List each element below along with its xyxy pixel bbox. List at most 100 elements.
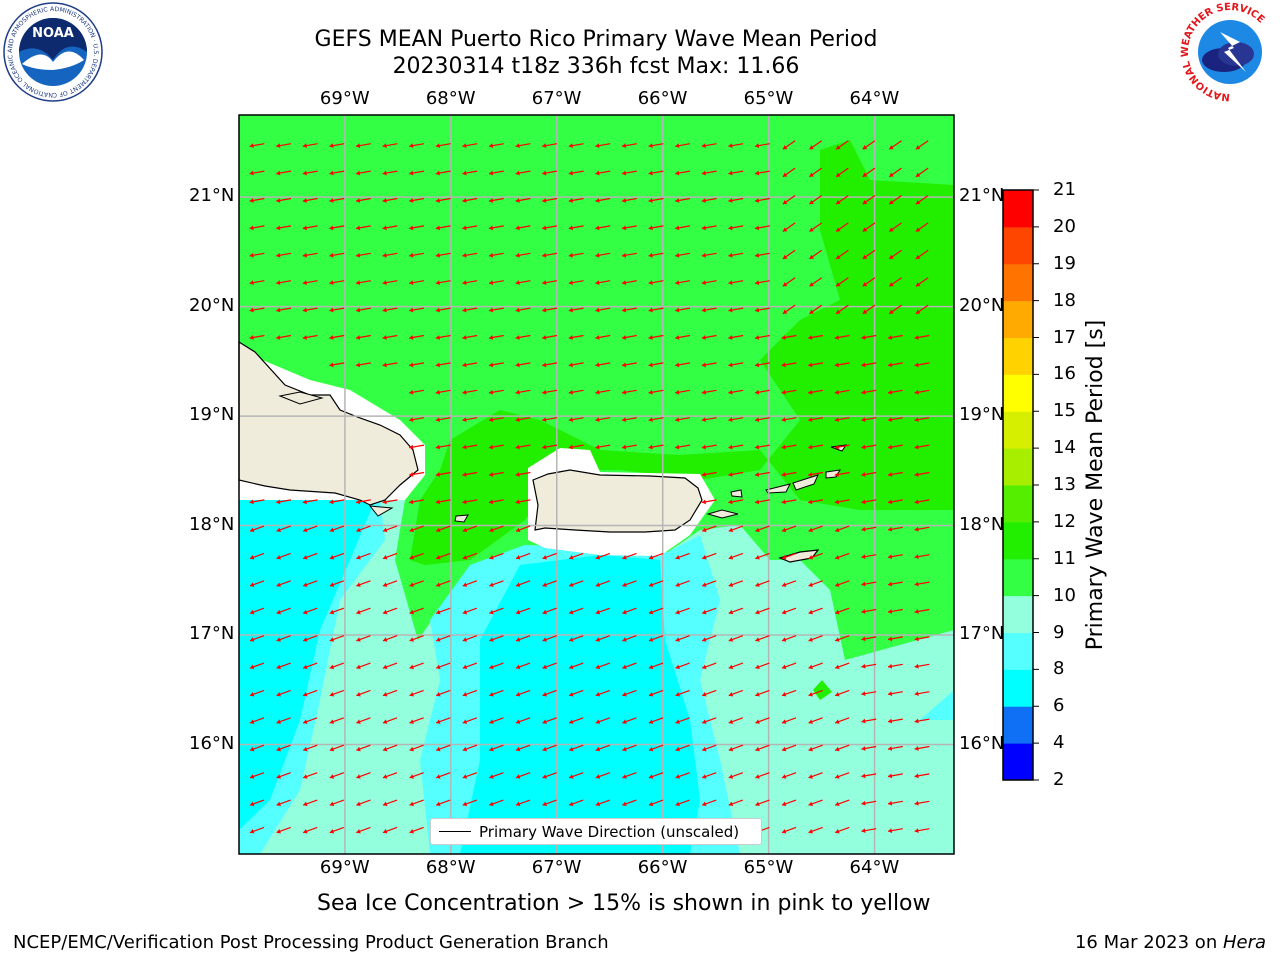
wave-arrow — [515, 662, 531, 670]
wave-arrow-head — [435, 335, 440, 340]
wave-arrow-head — [462, 225, 467, 231]
wave-arrow — [622, 635, 637, 642]
wave-arrow-head — [622, 143, 627, 149]
wave-arrow — [542, 717, 557, 724]
wave-arrow-head — [834, 417, 839, 423]
wave-arrow-head — [249, 527, 255, 533]
wave-arrow — [701, 772, 717, 779]
wave-arrow-head — [356, 691, 361, 697]
wave-arrow-head — [249, 801, 255, 807]
wave-arrow-head — [515, 472, 520, 477]
wave-arrow — [754, 389, 770, 395]
wave-arrow — [887, 471, 903, 477]
producer-credit: NCEP/EMC/Verification Post Processing Pr… — [13, 932, 609, 953]
wave-arrow-head — [781, 335, 786, 340]
wave-arrow-head — [409, 664, 414, 670]
hispaniola-north-coast-islet — [278, 391, 324, 405]
wave-arrow-head — [781, 719, 787, 724]
wave-arrow-head — [701, 335, 706, 340]
wave-arrow — [515, 744, 531, 752]
wave-arrow-head — [276, 664, 281, 670]
wave-arrow-head — [755, 280, 760, 286]
wave-arrow-head — [888, 362, 893, 368]
wave-arrow-head — [302, 499, 307, 505]
wave-arrow-head — [409, 691, 414, 697]
wave-arrow — [754, 143, 770, 149]
wave-arrow-head — [276, 198, 281, 203]
colorbar-segment — [1003, 190, 1033, 228]
wave-arrow — [409, 525, 424, 533]
wave-arrow-head — [542, 335, 547, 340]
wave-arrow — [595, 772, 611, 779]
wave-arrow-head — [808, 774, 813, 779]
wave-arrow — [276, 280, 292, 286]
wave-arrow — [462, 197, 478, 203]
wave-arrow — [861, 581, 877, 587]
wave-arrow-head — [249, 198, 254, 203]
wave-arrow-head — [542, 719, 547, 724]
wave-arrow-head — [515, 582, 521, 587]
wave-arrow — [595, 252, 611, 258]
wave-arrow — [754, 444, 770, 450]
wave-arrow-head — [888, 389, 893, 395]
wave-arrow — [648, 799, 664, 807]
wave-arrow — [728, 689, 744, 697]
wave-arrow — [435, 772, 451, 779]
wave-arrow-head — [276, 554, 281, 560]
wave-arrow-head — [435, 417, 440, 423]
wave-arrow — [276, 635, 291, 642]
wave-arrow — [728, 799, 744, 807]
wave-arrow-head — [329, 582, 335, 587]
wave-arrow — [781, 334, 797, 340]
wave-arrow — [621, 389, 637, 395]
wave-arrow — [462, 334, 478, 340]
wave-arrow-head — [836, 309, 841, 314]
wave-arrow-head — [382, 252, 387, 258]
wave-arrow — [861, 773, 877, 779]
wave-arrow — [781, 471, 797, 477]
wave-arrow — [329, 525, 345, 533]
wave-arrow — [595, 197, 611, 203]
wave-arrow — [542, 689, 557, 697]
wave-arrow-head — [542, 225, 547, 231]
wave-arrow — [435, 170, 451, 176]
wave-arrow-head — [702, 554, 707, 560]
wave-arrow — [435, 635, 451, 642]
wave-arrow — [488, 417, 504, 423]
wave-arrow — [276, 744, 291, 752]
wave-arrow — [356, 717, 371, 724]
wave-arrow-head — [648, 609, 654, 615]
wave-arrow-head — [622, 637, 627, 642]
wave-arrow — [515, 552, 531, 560]
wave-arrow-head — [303, 527, 308, 533]
wave-arrow — [489, 607, 504, 615]
wave-arrow — [435, 580, 451, 587]
period-band-6-8-west — [239, 500, 375, 830]
colorbar-tick-label: 8 — [1053, 658, 1065, 680]
wave-arrow — [782, 195, 796, 205]
wave-arrow-head — [675, 719, 680, 724]
wave-arrow-head — [809, 227, 814, 232]
wave-arrow-head — [382, 637, 388, 642]
wave-arrow — [249, 170, 265, 176]
wave-arrow-head — [542, 801, 547, 807]
wave-arrow — [675, 689, 690, 697]
wave-arrow — [382, 362, 398, 368]
wave-arrow — [515, 143, 531, 149]
wave-arrow-head — [276, 774, 281, 779]
wave-arrow-head — [861, 773, 866, 779]
wave-arrow-head — [435, 225, 440, 231]
wave-arrow — [781, 499, 797, 505]
wave-arrow — [861, 526, 877, 532]
wave-arrow-head — [382, 280, 387, 286]
wave-arrow — [622, 772, 637, 779]
wave-arrow — [595, 143, 611, 149]
wave-arrow-head — [755, 252, 760, 258]
wave-arrow-head — [249, 143, 254, 149]
wave-arrow — [648, 170, 664, 176]
wave-arrow — [675, 662, 690, 670]
wave-arrow-head — [755, 801, 760, 807]
longitude-label-bottom: 66°W — [637, 857, 688, 878]
wave-arrow — [276, 772, 291, 779]
wave-arrow-head — [462, 417, 467, 423]
